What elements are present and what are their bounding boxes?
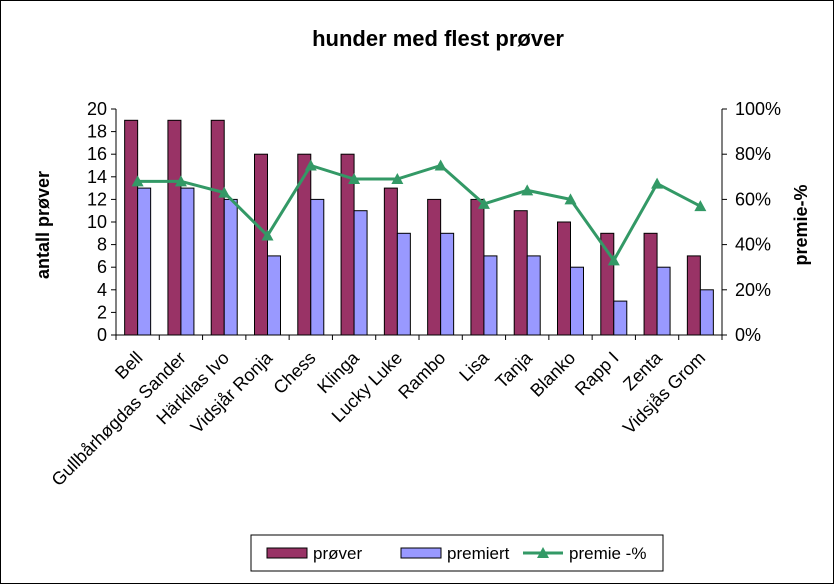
- line-point: [348, 173, 361, 185]
- legend-marker: [537, 547, 549, 558]
- y-tick-label-left: 2: [97, 302, 107, 322]
- y-tick-label-left: 18: [87, 122, 107, 142]
- plot-area: 024681012141618200%20%40%60%80%100%BellG…: [48, 99, 781, 490]
- bar-prøver: [600, 232, 615, 336]
- legend-swatch: [266, 547, 308, 559]
- y-axis-title-left: antall prøver: [33, 171, 53, 279]
- bar-prøver: [167, 119, 182, 336]
- y-tick-label-right: 0%: [735, 325, 761, 345]
- y-tick-label-left: 8: [97, 235, 107, 255]
- bar-prøver: [254, 153, 268, 336]
- bar-prøver: [557, 221, 571, 336]
- bar-prøver: [470, 198, 485, 336]
- line-series: [137, 163, 702, 264]
- bar-premiert: [483, 255, 498, 336]
- x-tick-label: Blanko: [526, 348, 579, 401]
- line-point: [218, 186, 231, 198]
- y-tick-label-left: 0: [97, 325, 107, 345]
- chart-title: hunder med flest prøver: [312, 26, 564, 51]
- x-tick-label: Chess: [269, 348, 319, 398]
- line-point: [694, 200, 707, 212]
- bar-premiert: [656, 266, 671, 336]
- line-point: [477, 197, 490, 209]
- line-point: [434, 159, 447, 171]
- bar-premiert: [440, 232, 455, 336]
- bar-premiert: [267, 255, 281, 336]
- x-tick-label: Rapp I: [571, 348, 623, 400]
- y-tick-label-right: 20%: [735, 280, 771, 300]
- line-point: [174, 175, 187, 187]
- y-tick-label-right: 60%: [735, 189, 771, 209]
- legend-label: premiert: [447, 544, 510, 563]
- line-point: [304, 159, 317, 171]
- legend-swatch: [400, 547, 442, 559]
- y-axis-title-right: premie-%: [791, 184, 811, 265]
- y-tick-label-left: 6: [97, 257, 107, 277]
- y-tick-label-left: 12: [87, 189, 107, 209]
- bar-prøver: [124, 119, 139, 336]
- bar-premiert: [180, 187, 195, 336]
- bar-premiert: [137, 187, 152, 336]
- y-tick-label-left: 4: [97, 280, 107, 300]
- bar-premiert: [699, 289, 714, 336]
- legend-label: premie -%: [569, 544, 646, 563]
- x-tick-label: Lisa: [455, 347, 493, 385]
- bar-premiert: [310, 198, 325, 336]
- line-point: [391, 173, 404, 185]
- bar-premiert: [396, 232, 411, 336]
- bar-premiert: [613, 300, 628, 336]
- line-point: [521, 184, 534, 196]
- bar-prøver: [427, 198, 442, 336]
- bar-premiert: [353, 210, 368, 336]
- y-tick-label-left: 16: [87, 144, 107, 164]
- y-tick-label-left: 10: [87, 212, 107, 232]
- y-tick-label-right: 80%: [735, 144, 771, 164]
- y-tick-label-right: 100%: [735, 99, 781, 119]
- bar-premiert: [223, 198, 238, 336]
- line-point: [261, 229, 274, 241]
- line-point: [607, 254, 620, 266]
- bar-prøver: [513, 210, 528, 336]
- bar-prøver: [383, 187, 398, 336]
- bar-premiert: [570, 266, 584, 336]
- legend-label: prøver: [313, 544, 362, 563]
- bar-premiert: [526, 255, 541, 336]
- y-tick-label-left: 20: [87, 99, 107, 119]
- legend-box: [250, 534, 664, 572]
- x-tick-label: Bell: [111, 348, 146, 383]
- line-point: [651, 177, 664, 189]
- legend: prøver premiert premie -%: [250, 534, 664, 572]
- line-point: [564, 193, 577, 205]
- line-point: [131, 175, 144, 187]
- bar-prøver: [686, 255, 701, 336]
- bar-prøver: [210, 119, 225, 336]
- y-tick-label-right: 40%: [735, 235, 771, 255]
- x-tick-label: Rambo: [394, 348, 449, 403]
- bar-prøver: [643, 232, 658, 336]
- y-tick-label-left: 14: [87, 167, 107, 187]
